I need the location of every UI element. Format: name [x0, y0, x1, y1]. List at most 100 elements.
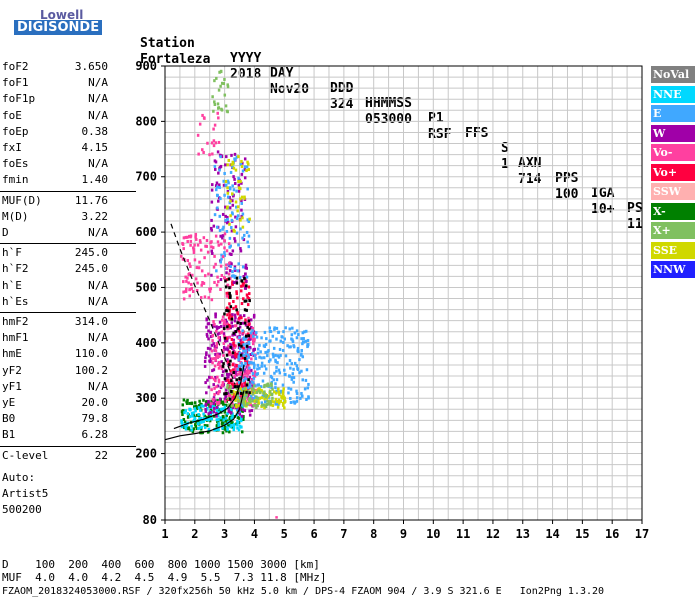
echo-point	[233, 181, 237, 185]
echo-point	[242, 347, 246, 351]
echo-point	[278, 391, 282, 395]
echo-point	[232, 343, 236, 347]
echo-point	[248, 398, 251, 402]
echo-point	[231, 425, 234, 429]
echo-point	[232, 349, 236, 353]
echo-point	[222, 183, 226, 187]
echo-point	[200, 269, 204, 273]
echo-point	[225, 388, 228, 392]
echo-point	[272, 346, 276, 350]
echo-point	[219, 84, 222, 88]
echo-point	[256, 347, 260, 351]
echo-point	[210, 343, 214, 347]
echo-point	[195, 288, 199, 292]
echo-point	[300, 391, 303, 395]
echo-point	[227, 394, 230, 398]
echo-point	[213, 347, 217, 351]
echo-point	[234, 391, 238, 395]
echo-point	[287, 386, 290, 390]
echo-point	[244, 352, 248, 356]
echo-point	[241, 402, 244, 406]
echo-point	[230, 404, 234, 408]
echo-point	[212, 342, 215, 346]
echo-point	[257, 401, 260, 405]
echo-point	[247, 368, 251, 372]
echo-point	[212, 320, 215, 324]
echo-point	[228, 201, 232, 205]
echo-point	[223, 232, 227, 236]
header-value: Fortaleza	[140, 52, 211, 67]
echo-point	[198, 239, 202, 243]
echo-point	[213, 159, 217, 163]
echo-point	[236, 423, 239, 427]
echo-point	[244, 359, 247, 363]
echo-point	[203, 274, 207, 278]
echo-point	[222, 346, 226, 350]
echo-point	[236, 209, 239, 213]
echo-point	[245, 275, 249, 279]
echo-point	[221, 234, 225, 238]
echo-point	[188, 401, 191, 405]
echo-point	[240, 199, 243, 203]
echo-point	[222, 179, 225, 183]
echo-point	[226, 217, 229, 221]
echo-point	[247, 297, 251, 301]
echo-point	[247, 316, 250, 320]
echo-point	[224, 379, 228, 383]
echo-point	[217, 88, 221, 92]
echo-point	[214, 379, 217, 383]
param-separator	[0, 312, 136, 313]
echo-point	[281, 383, 285, 387]
echo-point	[209, 357, 213, 361]
echo-point	[263, 397, 266, 401]
echo-point	[291, 372, 295, 376]
echo-point	[229, 265, 232, 269]
echo-point	[249, 334, 253, 338]
echo-point	[235, 189, 238, 193]
y-tick-label: 600	[135, 225, 157, 239]
echo-point	[229, 353, 232, 357]
echo-point	[203, 256, 206, 260]
echo-point	[188, 294, 191, 298]
echo-point	[226, 186, 229, 190]
echo-point	[252, 366, 256, 370]
echo-point	[210, 417, 214, 421]
echo-point	[205, 391, 208, 395]
echo-point	[256, 383, 260, 387]
echo-point	[307, 382, 310, 386]
echo-point	[278, 371, 282, 375]
echo-point	[240, 383, 243, 387]
echo-point	[247, 334, 251, 338]
echo-point	[243, 403, 246, 407]
echo-point	[225, 320, 228, 324]
echo-point	[307, 395, 310, 399]
echo-point	[225, 155, 228, 159]
echo-point	[243, 157, 247, 161]
param-value: 3.650	[74, 60, 108, 73]
x-tick-label: 5	[281, 527, 288, 541]
echo-point	[253, 374, 257, 378]
echo-point	[244, 361, 247, 365]
echo-point	[278, 347, 282, 351]
echo-point	[216, 111, 219, 115]
echo-point	[239, 227, 242, 231]
echo-point	[211, 398, 215, 402]
echo-point	[248, 299, 251, 303]
echo-point	[233, 239, 237, 243]
echo-point	[229, 425, 232, 429]
echo-point	[241, 387, 245, 391]
echo-point	[219, 278, 223, 282]
echo-point	[239, 425, 243, 429]
echo-point	[292, 380, 295, 384]
echo-point	[227, 272, 231, 276]
echo-point	[234, 305, 238, 309]
echo-point	[196, 422, 200, 426]
x-tick-label: 1	[161, 527, 168, 541]
echo-point	[190, 411, 194, 415]
echo-point	[212, 405, 216, 409]
echo-point	[184, 275, 187, 279]
param-name: h`Es	[2, 294, 29, 308]
echo-point	[238, 316, 241, 320]
echo-point	[238, 275, 242, 279]
echo-point	[257, 389, 260, 393]
